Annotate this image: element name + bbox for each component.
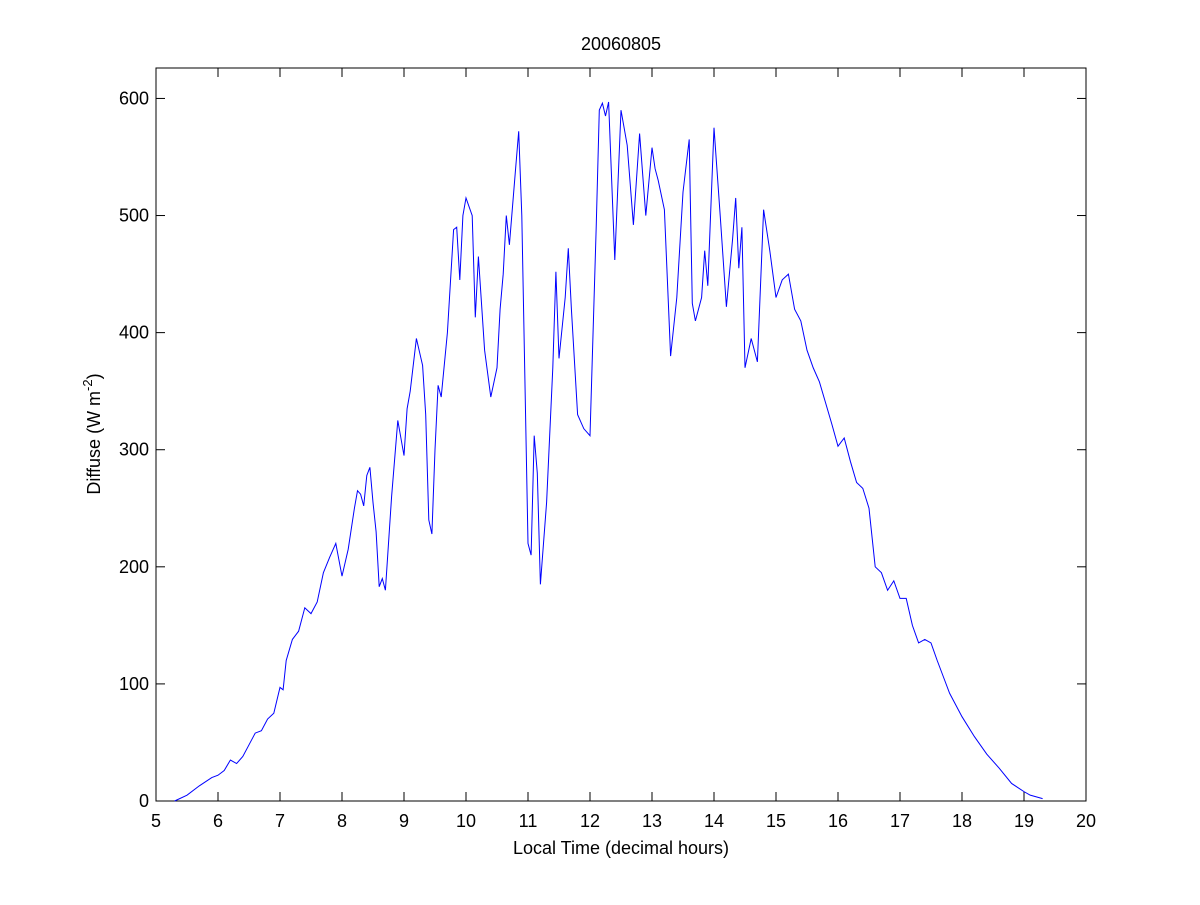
x-tick-label: 10 — [456, 811, 476, 831]
x-tick-label: 19 — [1014, 811, 1034, 831]
y-label-superscript: -2 — [80, 379, 95, 391]
y-axis-label: Diffuse (W m-2) — [80, 373, 104, 494]
y-tick-label: 400 — [119, 323, 149, 343]
x-tick-label: 16 — [828, 811, 848, 831]
x-tick-label: 15 — [766, 811, 786, 831]
x-tick-label: 9 — [399, 811, 409, 831]
x-tick-label: 18 — [952, 811, 972, 831]
y-tick-label: 300 — [119, 440, 149, 460]
y-tick-label: 500 — [119, 206, 149, 226]
x-tick-label: 5 — [151, 811, 161, 831]
x-tick-label: 12 — [580, 811, 600, 831]
data-line — [174, 101, 1043, 802]
x-axis-label: Local Time (decimal hours) — [513, 838, 729, 858]
x-tick-label: 6 — [213, 811, 223, 831]
y-label-text: Diffuse (W m — [84, 391, 104, 495]
x-tick-label: 11 — [519, 811, 538, 831]
plot-area — [155, 67, 1087, 802]
y-tick-label: 100 — [119, 674, 149, 694]
y-tick-label: 0 — [139, 791, 149, 811]
x-tick-label: 13 — [642, 811, 662, 831]
y-tick-label: 200 — [119, 557, 149, 577]
x-tick-label: 17 — [890, 811, 910, 831]
x-tick-label: 20 — [1076, 811, 1096, 831]
x-tick-label: 14 — [704, 811, 724, 831]
x-tick-label: 8 — [337, 811, 347, 831]
y-tick-label: 600 — [119, 88, 149, 108]
y-label-text: ) — [84, 373, 104, 379]
x-tick-label: 7 — [275, 811, 285, 831]
chart-title: 20060805 — [581, 34, 661, 54]
